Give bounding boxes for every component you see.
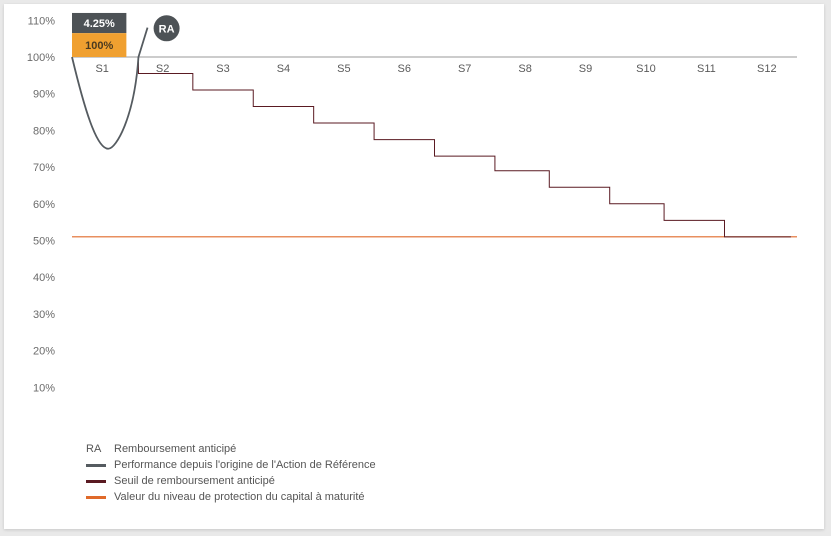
x-category-label: S4 xyxy=(277,63,290,75)
legend-item-seuil: Seuil de remboursement anticipé xyxy=(86,473,376,489)
y-tick-label: 40% xyxy=(33,272,55,284)
x-category-label: S5 xyxy=(337,63,350,75)
x-category-label: S2 xyxy=(156,63,169,75)
legend-label: Remboursement anticipé xyxy=(114,443,237,455)
x-category-label: S1 xyxy=(95,63,108,75)
x-category-label: S8 xyxy=(518,63,531,75)
legend-label: Performance depuis l'origine de l'Action… xyxy=(114,459,376,471)
y-tick-label: 100% xyxy=(27,52,55,64)
y-tick-label: 80% xyxy=(33,125,55,137)
x-category-label: S9 xyxy=(579,63,592,75)
y-tick-label: 50% xyxy=(33,236,55,248)
bar-label: 100% xyxy=(85,40,113,52)
legend: RA Remboursement anticipé Performance de… xyxy=(86,441,376,505)
legend-swatch xyxy=(86,479,106,483)
y-tick-label: 30% xyxy=(33,309,55,321)
y-tick-label: 20% xyxy=(33,346,55,358)
legend-item-performance: Performance depuis l'origine de l'Action… xyxy=(86,457,376,473)
legend-abbr: RA xyxy=(86,443,102,455)
y-tick-label: 110% xyxy=(28,15,56,27)
ra-marker xyxy=(153,15,180,42)
y-tick-label: 10% xyxy=(33,382,55,394)
legend-swatch xyxy=(86,495,106,499)
legend-label: Valeur du niveau de protection du capita… xyxy=(114,491,365,503)
performance-line xyxy=(71,27,149,150)
seuil-step-line xyxy=(137,57,791,238)
chart: 10% 20% 30% 40% 50% 60% 70% 80% 90% 100% 110% S1 S2 S… xyxy=(27,12,797,394)
x-category-label: S10 xyxy=(636,63,656,75)
bar-label: 4.25% xyxy=(84,18,115,30)
legend-item-ra: RA Remboursement anticipé xyxy=(86,441,376,457)
x-category-label: S12 xyxy=(757,63,777,75)
x-category-label: S3 xyxy=(216,63,229,75)
y-tick-label: 70% xyxy=(33,162,55,174)
y-tick-label: 60% xyxy=(33,199,55,211)
chart-card: 10% 20% 30% 40% 50% 60% 70% 80% 90% 100% 110% S1 S2 S… xyxy=(4,4,824,529)
legend-item-protection: Valeur du niveau de protection du capita… xyxy=(86,489,376,505)
x-category-label: S7 xyxy=(458,63,471,75)
bar-segment xyxy=(72,33,127,57)
legend-swatch xyxy=(86,463,106,467)
x-category-label: S6 xyxy=(398,63,411,75)
x-category-label: S11 xyxy=(697,63,716,75)
bar-segment xyxy=(72,12,127,34)
y-tick-label: 90% xyxy=(33,89,55,101)
legend-label: Seuil de remboursement anticipé xyxy=(114,475,275,487)
ra-marker-label: RA xyxy=(159,23,175,35)
